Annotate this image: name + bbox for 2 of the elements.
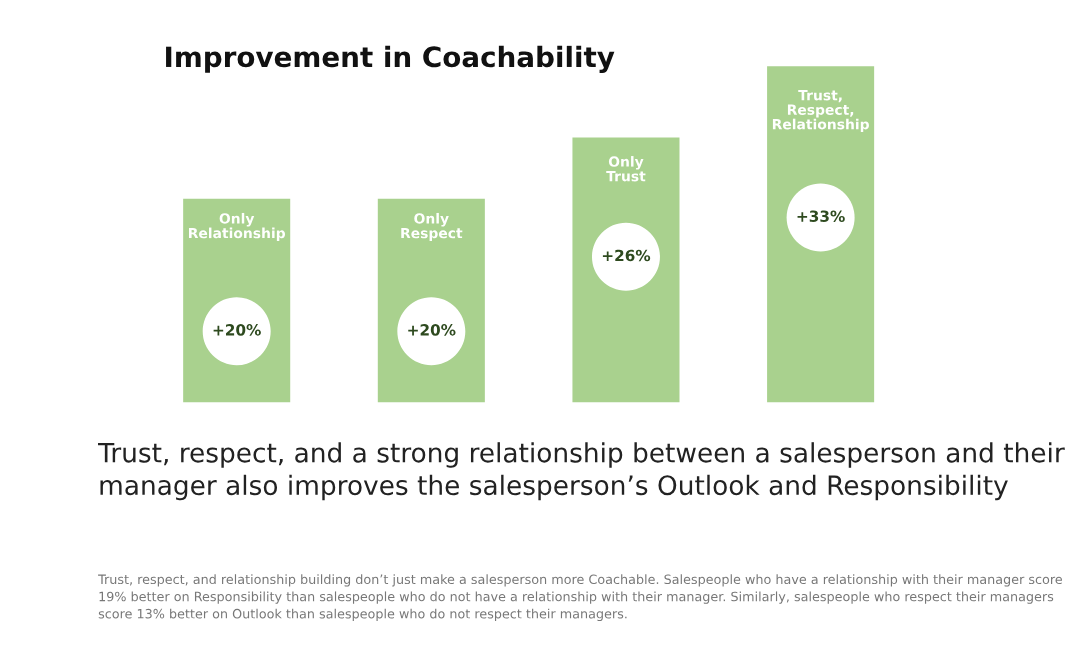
chart-title: Improvement in Coachability: [166, 45, 615, 73]
text: Trust, respect, and a strong relationship between a salesperson and their manager also improves the salesperson’s Outlook and Responsibility: [98, 442, 1065, 501]
